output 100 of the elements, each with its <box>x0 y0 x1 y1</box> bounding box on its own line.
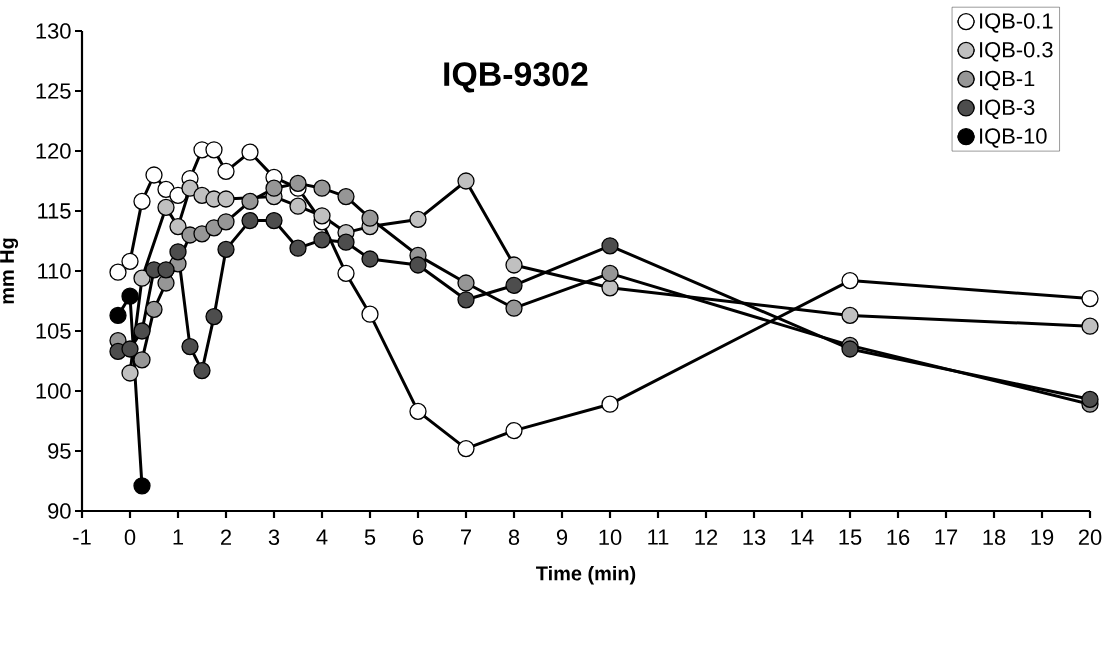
x-tick-label: 9 <box>556 529 568 546</box>
x-tick-label: 18 <box>983 529 1006 546</box>
point <box>457 291 475 309</box>
point <box>457 439 475 458</box>
point <box>1081 317 1099 335</box>
point <box>109 306 127 325</box>
point <box>241 192 259 211</box>
point <box>133 192 151 211</box>
x-tick-label: 13 <box>743 529 766 546</box>
text: IQB-9302 <box>444 62 588 93</box>
point <box>265 211 283 230</box>
point <box>361 305 379 323</box>
point <box>133 351 151 369</box>
point <box>121 287 139 305</box>
y-tick-label: 100 <box>36 383 71 399</box>
point <box>133 477 151 495</box>
point <box>337 233 355 251</box>
point <box>337 187 355 206</box>
x-tick-label: 5 <box>364 529 376 545</box>
legend-label: IQB-0.1 <box>980 13 1053 33</box>
point <box>133 269 151 287</box>
point <box>1081 390 1099 409</box>
point <box>409 402 427 421</box>
y-tick-label: 105 <box>36 323 71 339</box>
point <box>841 340 859 358</box>
x-tick-label: 1 <box>173 529 184 545</box>
x-tick-label: 16 <box>887 529 910 546</box>
point <box>157 198 175 217</box>
legend-label: IQB-10 <box>980 128 1047 148</box>
point <box>181 337 199 356</box>
point <box>265 179 283 197</box>
y-tick-label: 95 <box>48 443 71 459</box>
point <box>313 231 331 249</box>
point <box>217 213 235 231</box>
legend-label: IQB-1 <box>980 70 1035 91</box>
point <box>841 306 859 325</box>
point <box>1081 289 1099 308</box>
y-axis-title: mm Hg <box>0 238 19 304</box>
point <box>241 143 259 161</box>
point <box>169 217 187 236</box>
point <box>601 237 619 255</box>
x-tick-label: 12 <box>695 529 718 545</box>
point <box>289 174 307 193</box>
x-tick-label: 2 <box>221 529 231 545</box>
point <box>457 274 475 292</box>
point <box>169 186 187 205</box>
point <box>145 300 163 319</box>
point <box>241 211 259 230</box>
point <box>217 240 235 259</box>
point <box>457 172 475 190</box>
x-tick-label: 15 <box>839 529 862 545</box>
point <box>409 210 427 229</box>
legend-label: IQB-3 <box>980 99 1035 119</box>
point <box>601 264 619 283</box>
x-axis-title: Time (min) <box>536 565 636 585</box>
x-tick-label: 19 <box>1031 529 1054 546</box>
x-tick-label: 17 <box>935 529 958 545</box>
x-tick-label: 10 <box>599 529 622 546</box>
point <box>205 141 223 159</box>
x-tick-label: 4 <box>316 529 328 545</box>
point <box>601 279 619 297</box>
y-tick-label: 120 <box>36 143 71 159</box>
point <box>157 261 175 279</box>
y-tick-label: 110 <box>38 263 71 279</box>
y-tick-label: 115 <box>38 203 71 219</box>
point <box>313 179 331 197</box>
point <box>109 263 127 281</box>
x-tick-label: 8 <box>508 529 520 546</box>
y-tick-label: 125 <box>36 83 71 99</box>
point <box>289 197 307 215</box>
point <box>217 190 235 208</box>
x-tick-label: -1 <box>73 529 91 545</box>
y-tick-label: 90 <box>48 503 71 519</box>
point <box>193 361 211 380</box>
point <box>121 252 139 271</box>
point <box>601 395 619 413</box>
x-tick-label: 20 <box>1078 529 1102 546</box>
point <box>313 207 331 225</box>
y-tick-label: 130 <box>36 23 71 39</box>
point <box>505 276 523 295</box>
point <box>505 256 523 274</box>
point <box>409 256 427 274</box>
point <box>205 307 223 326</box>
point <box>121 340 139 358</box>
x-tick-label: 0 <box>124 529 136 546</box>
x-tick-label: 3 <box>268 529 280 546</box>
x-tick-label: 14 <box>791 529 814 545</box>
x-tick-label: 11 <box>648 529 669 545</box>
point <box>361 250 379 268</box>
point <box>505 299 523 317</box>
point <box>289 239 307 257</box>
point <box>121 364 139 382</box>
point <box>145 166 163 184</box>
x-tick-label: 6 <box>413 529 424 546</box>
point <box>169 243 187 261</box>
point <box>841 271 859 290</box>
legend-label: IQB-0.3 <box>980 41 1053 62</box>
point <box>133 322 151 340</box>
point <box>217 162 235 181</box>
point <box>337 264 355 283</box>
